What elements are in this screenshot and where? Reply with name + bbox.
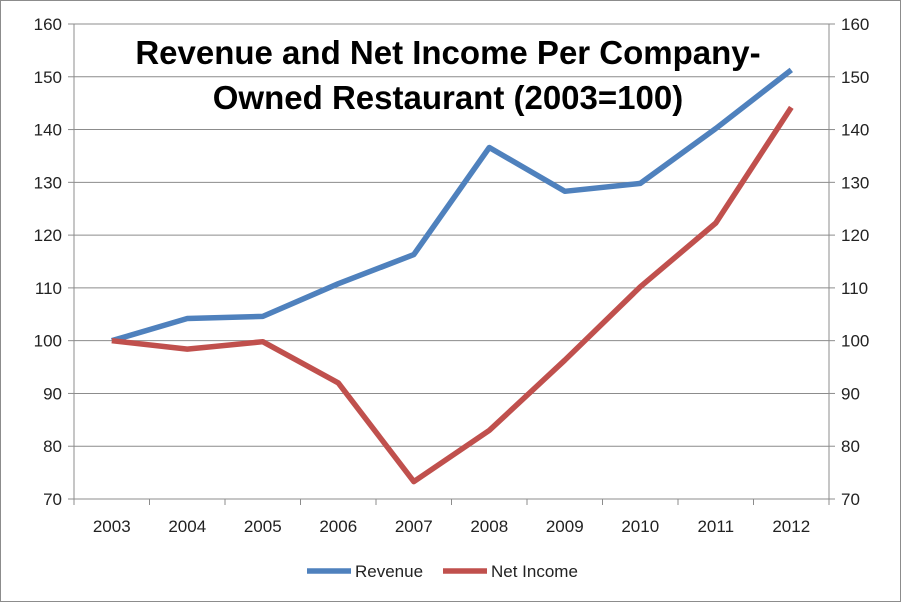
y-tick-label-right: 120 (841, 226, 869, 245)
x-tick-label: 2011 (697, 517, 734, 536)
y-tick-label-right: 70 (841, 490, 860, 509)
chart-title: Revenue and Net Income Per Company- Owne… (135, 34, 760, 116)
y-tick-label-right: 90 (841, 384, 860, 403)
x-tick-label: 2006 (319, 517, 357, 536)
series-lines (111, 67, 794, 485)
y-tick-label-left: 130 (34, 173, 62, 192)
y-tick-label-left: 160 (34, 15, 62, 34)
y-tick-label-left: 100 (34, 332, 62, 351)
y-tick-label-right: 110 (841, 279, 868, 298)
x-tick-label: 2012 (772, 517, 810, 536)
y-tick-label-right: 80 (841, 437, 860, 456)
y-tick-label-left: 110 (35, 279, 62, 298)
gridlines (74, 23, 829, 500)
x-tick-label: 2010 (621, 517, 659, 536)
y-tick-label-left: 120 (34, 226, 62, 245)
chart-title-line-1: Revenue and Net Income Per Company- (135, 34, 760, 71)
y-tick-label-left: 140 (34, 121, 62, 140)
axes: 70 70 80 80 90 90 100 100 110 110 120 120 130 130 140 1… (34, 15, 870, 536)
x-tick-label: 2005 (244, 517, 282, 536)
x-tick-label: 2004 (168, 517, 206, 536)
x-tick-label: 2008 (470, 517, 508, 536)
legend: Revenue Net Income (307, 562, 578, 581)
y-tick-label-right: 130 (841, 173, 869, 192)
y-tick-label-left: 80 (43, 437, 62, 456)
legend-label-net-income: Net Income (491, 562, 578, 581)
y-tick-label-right: 140 (841, 121, 869, 140)
legend-label-revenue: Revenue (355, 562, 423, 581)
y-tick-label-left: 70 (43, 490, 62, 509)
series-line-revenue (111, 67, 793, 344)
series-line-net-income (111, 105, 794, 485)
y-tick-label-right: 160 (841, 15, 869, 34)
y-tick-label-left: 90 (43, 384, 62, 403)
y-tick-label-right: 150 (841, 68, 869, 87)
y-tick-label-left: 150 (34, 68, 62, 87)
chart-title-line-2: Owned Restaurant (2003=100) (213, 79, 683, 116)
x-tick-label: 2003 (93, 517, 131, 536)
x-tick-label: 2009 (546, 517, 584, 536)
x-tick-label: 2007 (395, 517, 433, 536)
y-tick-label-right: 100 (841, 332, 869, 351)
